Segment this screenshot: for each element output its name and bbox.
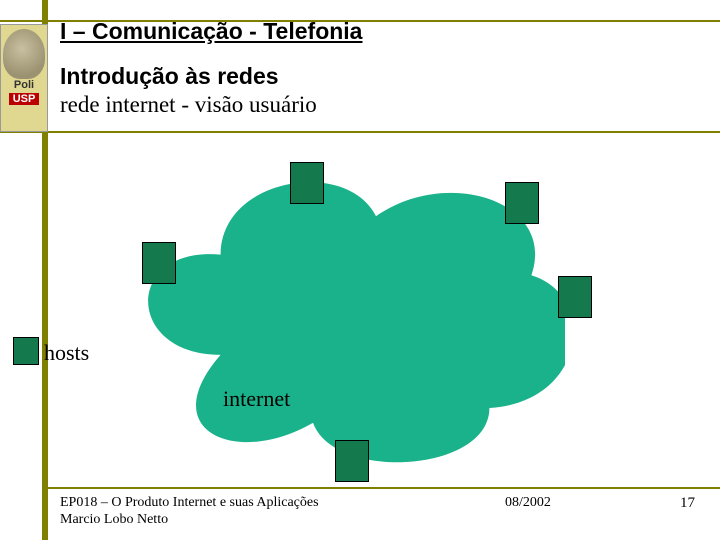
slide-subtitle: rede internet - visão usuário [60, 92, 362, 118]
footer-course: EP018 – O Produto Internet e suas Aplica… [60, 495, 319, 512]
host-box-1 [290, 162, 324, 204]
internet-label: internet [223, 386, 290, 412]
footer-date: 08/2002 [505, 495, 551, 511]
logo-bust-icon [3, 29, 45, 79]
legend-host-box [13, 337, 39, 365]
legend-host-label: hosts [44, 340, 89, 366]
host-box-4 [558, 276, 592, 318]
slide-title: Introdução às redes [60, 63, 362, 90]
logo-text-usp: USP [9, 93, 39, 105]
internet-cloud [145, 172, 565, 467]
footer-author: Marcio Lobo Netto [60, 512, 319, 529]
top-rule-2 [0, 131, 720, 133]
logo-block: Poli USP [0, 24, 48, 132]
slide-section-title: I – Comunicação - Telefonia [60, 18, 362, 45]
host-box-3 [142, 242, 176, 284]
footer-page-number: 17 [680, 495, 695, 512]
title-block: I – Comunicação - Telefonia Introdução à… [60, 18, 362, 118]
host-box-5 [335, 440, 369, 482]
footer-left: EP018 – O Produto Internet e suas Aplica… [60, 495, 319, 529]
logo-text-poli: Poli [1, 79, 47, 91]
bottom-rule [48, 487, 720, 489]
host-box-2 [505, 182, 539, 224]
